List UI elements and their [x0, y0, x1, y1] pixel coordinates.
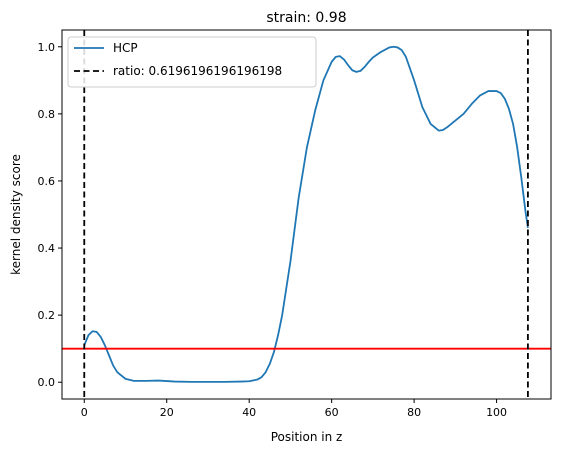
x-tick-label: 60 — [325, 406, 339, 419]
y-tick-label: 1.0 — [38, 41, 56, 54]
x-axis-label: Position in z — [271, 430, 343, 444]
x-tick-label: 80 — [407, 406, 421, 419]
chart-title: strain: 0.98 — [266, 10, 346, 26]
series-line-hcp — [83, 45, 529, 383]
x-tick-label: 100 — [486, 406, 507, 419]
legend: HCP ratio: 0.6196196196196198 — [67, 36, 317, 88]
x-tick-label: 20 — [160, 406, 174, 419]
legend-label-hcp: HCP — [113, 41, 138, 55]
y-tick-label: 0.4 — [38, 242, 56, 255]
y-tick-label: 0.8 — [38, 108, 56, 121]
y-tick-label: 0.2 — [38, 309, 56, 322]
plot-area — [62, 30, 551, 399]
x-tick-label: 40 — [242, 406, 256, 419]
y-tick-label: 0.6 — [38, 175, 56, 188]
legend-box — [67, 36, 317, 88]
y-axis-label: kernel density score — [9, 154, 23, 275]
legend-label-ratio: ratio: 0.6196196196196198 — [113, 64, 282, 78]
axes-frame — [61, 29, 552, 400]
y-tick-label: 0.0 — [38, 376, 56, 389]
x-tick-label: 0 — [81, 406, 88, 419]
